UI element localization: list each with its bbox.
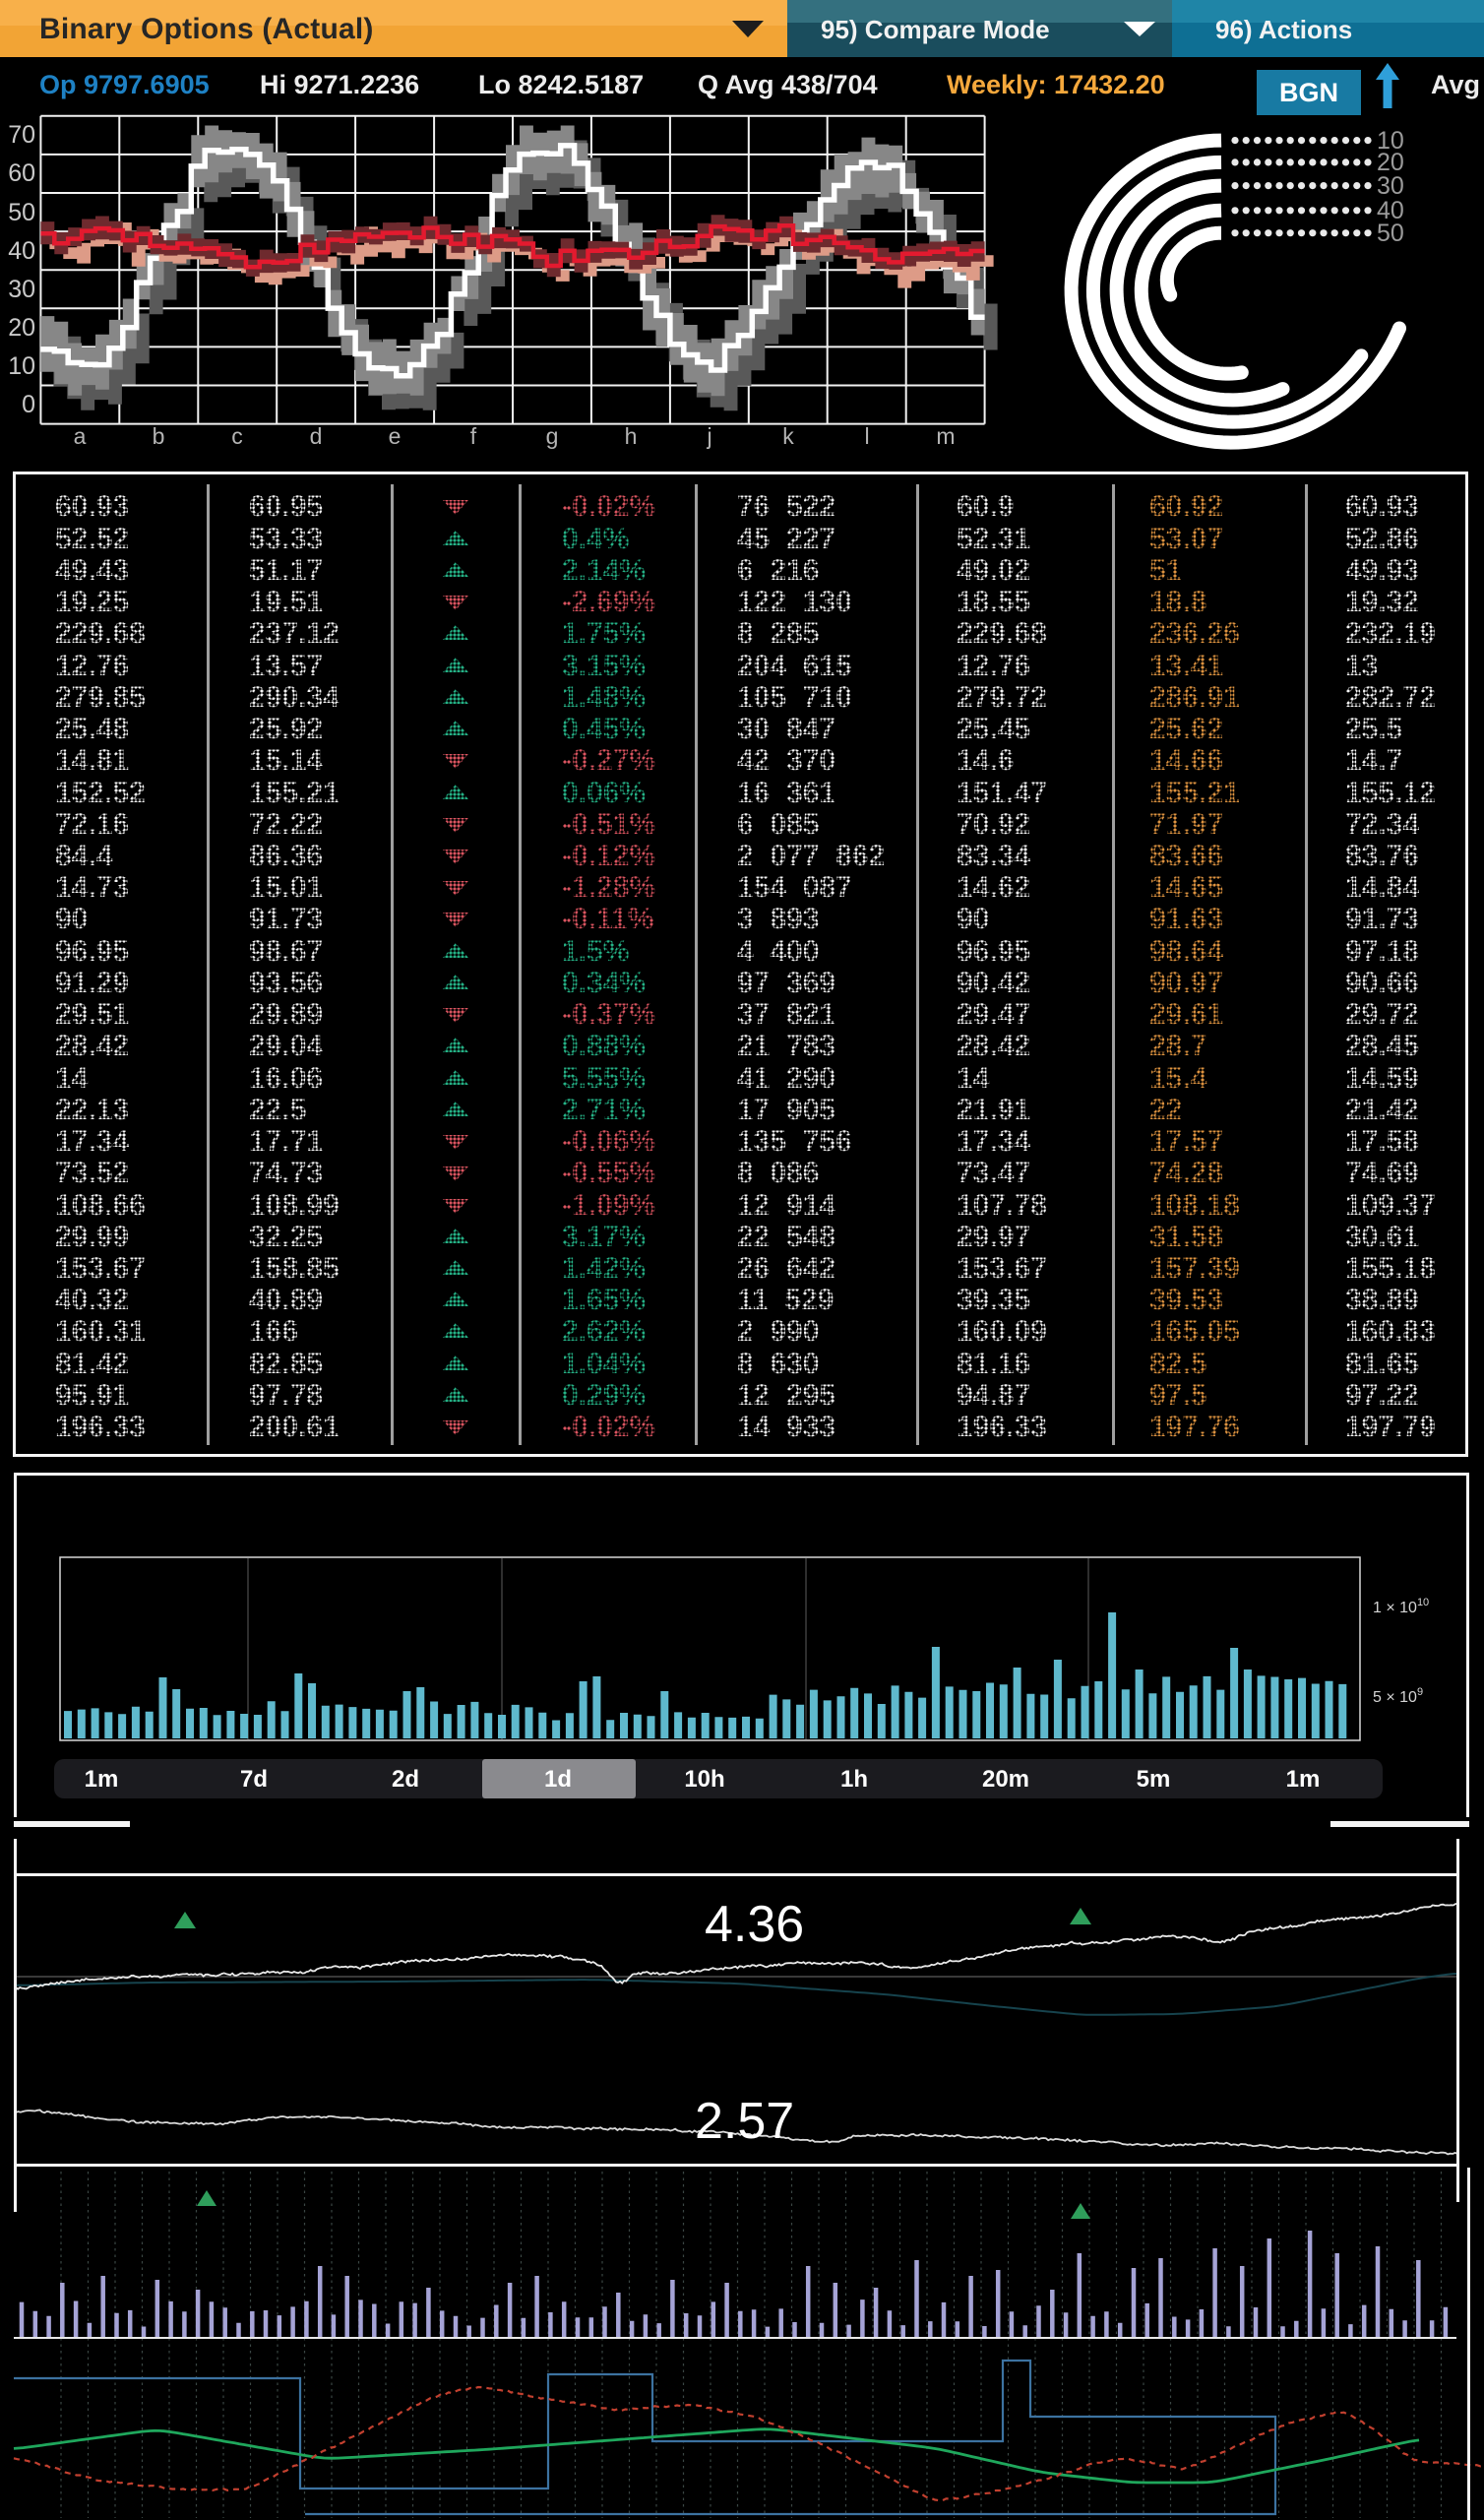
svg-text:30: 30	[1377, 172, 1404, 200]
svg-text:4.36: 4.36	[705, 1896, 804, 1953]
svg-text:f: f	[470, 423, 477, 449]
svg-text:d: d	[310, 423, 323, 449]
svg-text:40: 40	[1377, 197, 1404, 224]
svg-text:l: l	[864, 423, 869, 449]
svg-text:10: 10	[8, 352, 35, 380]
svg-text:50: 50	[8, 199, 35, 226]
svg-text:j: j	[706, 423, 711, 449]
svg-text:e: e	[389, 423, 402, 449]
svg-text:40: 40	[8, 237, 35, 265]
svg-text:a: a	[74, 423, 87, 449]
svg-text:h: h	[625, 423, 638, 449]
svg-text:m: m	[936, 423, 955, 449]
svg-text:k: k	[782, 423, 794, 449]
svg-text:60: 60	[8, 159, 35, 187]
svg-text:5 × 109: 5 × 109	[1373, 1686, 1423, 1706]
svg-text:20: 20	[1377, 149, 1404, 176]
svg-text:g: g	[546, 423, 559, 449]
svg-text:50: 50	[1377, 220, 1404, 247]
svg-text:70: 70	[8, 121, 35, 149]
svg-text:20: 20	[8, 314, 35, 342]
svg-text:b: b	[153, 423, 165, 449]
svg-text:c: c	[231, 423, 243, 449]
svg-text:0: 0	[22, 391, 35, 418]
svg-text:1 × 1010: 1 × 1010	[1373, 1597, 1429, 1616]
svg-text:2.57: 2.57	[695, 2093, 794, 2150]
svg-text:30: 30	[8, 276, 35, 303]
svg-text:10: 10	[1377, 127, 1404, 155]
